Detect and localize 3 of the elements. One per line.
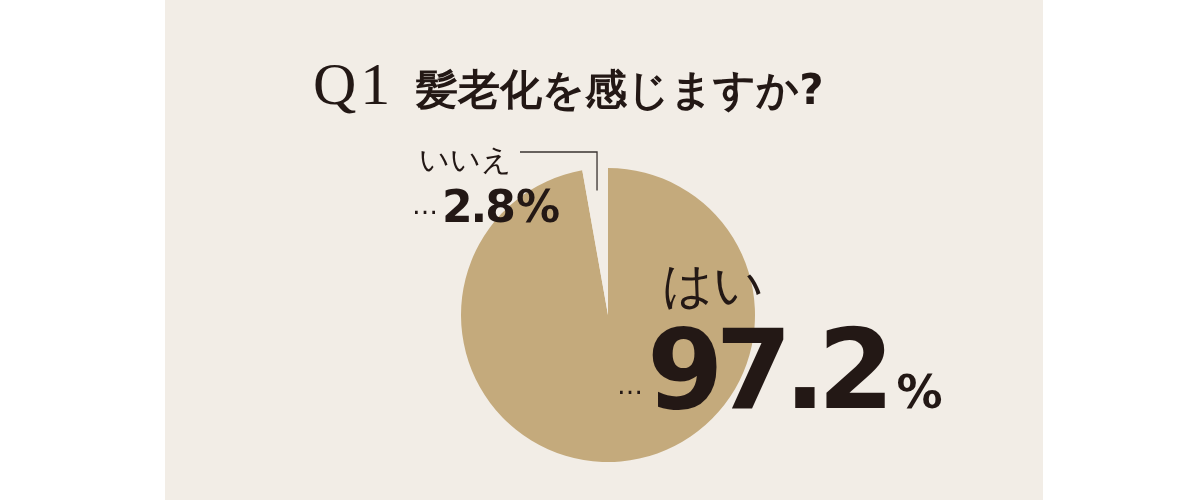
chart-title: Q1 髪老化を感じますか? xyxy=(313,51,824,117)
slice-label: いいえ xyxy=(419,142,512,177)
data-label: …2.8% xyxy=(412,181,561,232)
